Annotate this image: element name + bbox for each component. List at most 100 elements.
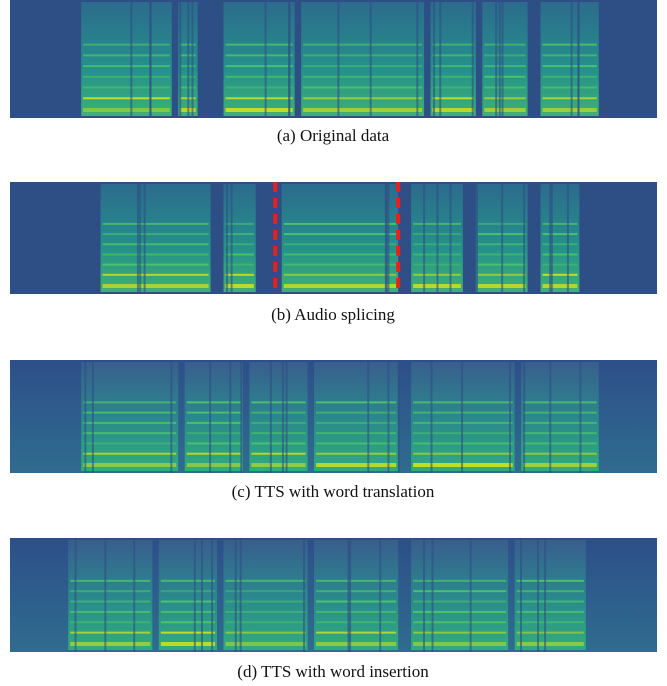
gap (349, 538, 352, 652)
harmonic (316, 463, 397, 467)
gap (347, 538, 350, 652)
harmonic (516, 579, 584, 582)
harmonic (542, 243, 578, 246)
harmonic (186, 411, 241, 414)
harmonic (316, 600, 397, 603)
harmonic (516, 631, 584, 634)
harmonic (251, 401, 306, 404)
harmonic (303, 108, 423, 112)
harmonic (523, 421, 597, 424)
harmonic (484, 54, 526, 57)
harmonic (225, 631, 306, 634)
gap (423, 182, 426, 294)
harmonic (303, 43, 423, 46)
harmonic (70, 621, 151, 624)
gap (436, 182, 439, 294)
gap (577, 0, 580, 118)
gap (337, 0, 340, 118)
harmonic (283, 222, 397, 225)
harmonic (251, 463, 306, 467)
harmonic (316, 621, 397, 624)
harmonic (186, 421, 241, 424)
harmonic (542, 54, 597, 57)
gap (509, 360, 512, 473)
harmonic (83, 108, 170, 112)
harmonic (316, 432, 397, 435)
harmonic (484, 97, 526, 100)
caption: (d) TTS with word insertion (237, 662, 429, 681)
harmonic (316, 590, 397, 593)
harmonic (160, 631, 216, 634)
gap (234, 538, 237, 652)
harmonic (413, 642, 507, 646)
speech-segment (223, 2, 295, 116)
gap (384, 182, 387, 294)
harmonic (83, 401, 177, 404)
gap (187, 0, 190, 118)
harmonic (225, 108, 293, 112)
harmonic (83, 411, 177, 414)
harmonic (523, 463, 597, 467)
harmonic (70, 631, 151, 634)
harmonic (542, 284, 578, 288)
gap (369, 0, 372, 118)
harmonic (432, 54, 474, 57)
gap (264, 0, 267, 118)
caption: (b) Audio splicing (271, 305, 395, 324)
gap (143, 182, 146, 294)
harmonic (251, 432, 306, 435)
gap (430, 360, 433, 473)
harmonic (516, 600, 584, 603)
harmonic (432, 108, 474, 112)
gap (170, 360, 173, 473)
gap (523, 360, 526, 473)
gap (475, 182, 478, 294)
harmonic (542, 97, 597, 100)
gap (498, 0, 501, 118)
gap (230, 182, 233, 294)
harmonic (102, 263, 209, 266)
gap (281, 360, 284, 473)
harmonic (413, 610, 507, 613)
gap (549, 360, 552, 473)
harmonic (225, 75, 293, 78)
harmonic (542, 65, 597, 68)
harmonic (523, 432, 597, 435)
harmonic (283, 263, 397, 266)
harmonic (484, 43, 526, 46)
gap (179, 0, 182, 118)
harmonic (316, 421, 397, 424)
gap (285, 360, 288, 473)
harmonic (316, 579, 397, 582)
harmonic (102, 243, 209, 246)
harmonic (413, 579, 507, 582)
harmonic (316, 401, 397, 404)
harmonic (186, 442, 241, 445)
harmonic (413, 590, 507, 593)
gap (550, 182, 553, 294)
harmonic (516, 590, 584, 593)
gap (84, 360, 87, 473)
gap (520, 538, 523, 652)
harmonic (160, 579, 216, 582)
harmonic (283, 284, 397, 288)
harmonic (186, 452, 241, 455)
gap (471, 0, 474, 118)
gap (387, 182, 390, 294)
harmonic (70, 579, 151, 582)
harmonic (303, 86, 423, 89)
speech-segment (482, 2, 528, 116)
harmonic (225, 222, 254, 225)
gap (91, 360, 94, 473)
gap (303, 538, 306, 652)
gap (269, 360, 272, 473)
harmonic (102, 253, 209, 256)
harmonic (225, 600, 306, 603)
harmonic (432, 65, 474, 68)
gap (566, 182, 569, 294)
gap (501, 0, 504, 118)
harmonic (83, 43, 170, 46)
harmonic (413, 621, 507, 624)
speech-segment (430, 2, 476, 116)
